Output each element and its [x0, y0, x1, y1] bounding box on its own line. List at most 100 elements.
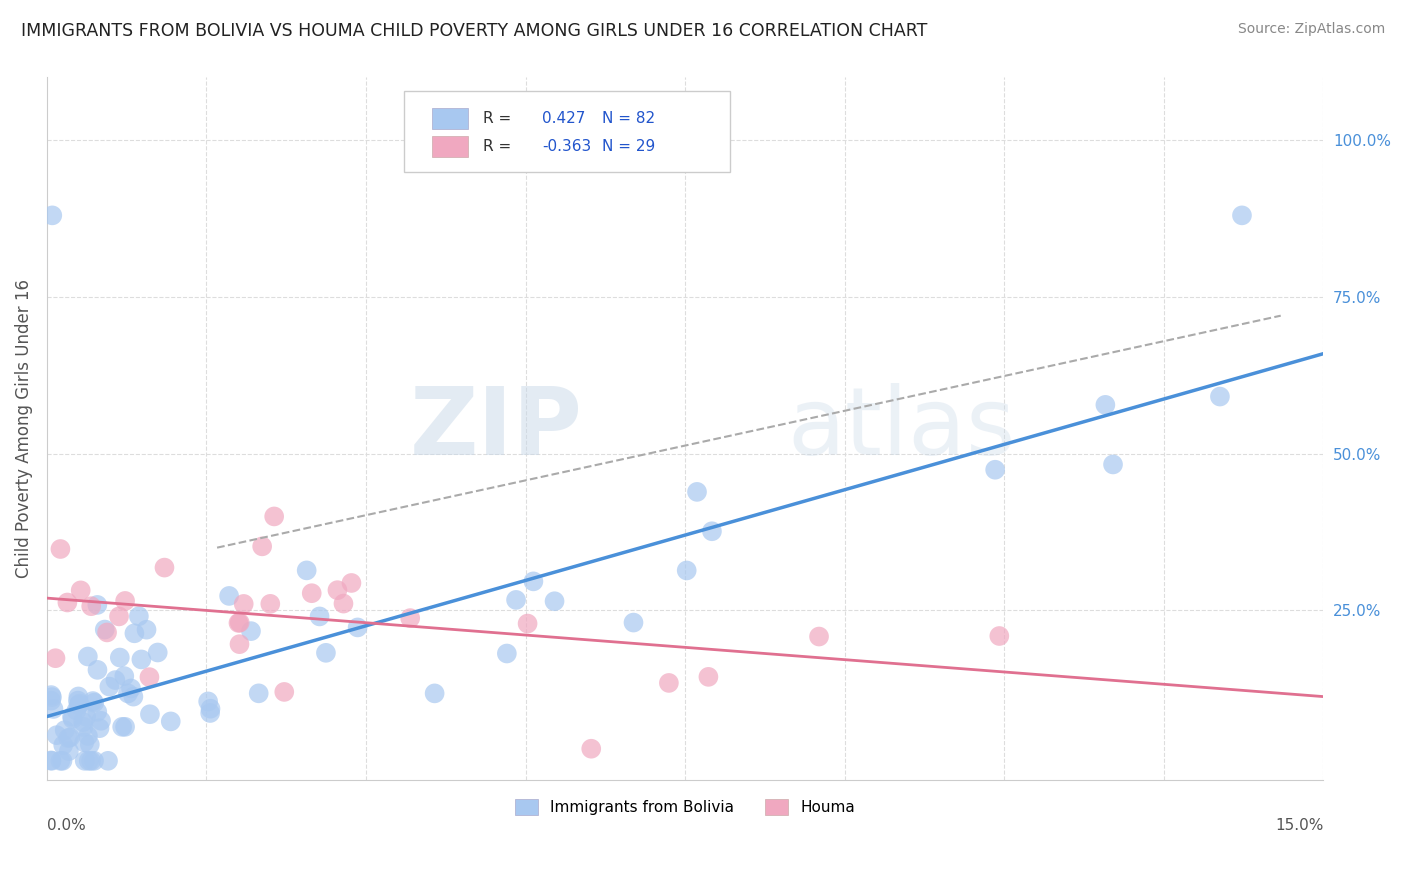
Point — [41, 208, 63, 222]
Point — [62, 712, 84, 726]
Point — [72, 720, 94, 734]
Point — [495, 647, 517, 661]
Point — [86, 663, 108, 677]
Point — [83, 696, 105, 710]
Point — [138, 670, 160, 684]
Point — [39, 688, 62, 702]
Text: 0.0%: 0.0% — [46, 818, 86, 833]
Point — [49, 541, 72, 556]
FancyBboxPatch shape — [433, 108, 468, 128]
Point — [581, 741, 603, 756]
Point — [53, 723, 76, 738]
Point — [240, 624, 263, 639]
Point — [159, 714, 181, 729]
Point — [700, 524, 723, 539]
Point — [104, 673, 127, 687]
Point — [83, 754, 105, 768]
Point — [197, 694, 219, 708]
Point — [988, 629, 1011, 643]
Point — [56, 731, 79, 745]
Point — [340, 576, 363, 591]
Point — [326, 583, 349, 598]
Point — [39, 694, 62, 708]
Point — [139, 707, 162, 722]
Point — [42, 702, 65, 716]
Point — [122, 690, 145, 704]
Point — [228, 615, 250, 630]
Point — [697, 670, 720, 684]
Text: R =: R = — [484, 139, 516, 153]
Point — [65, 703, 87, 717]
Point — [247, 686, 270, 700]
Point — [423, 686, 446, 700]
Point — [97, 754, 120, 768]
Point — [56, 595, 79, 609]
Point — [399, 611, 422, 625]
Point — [135, 623, 157, 637]
Point — [658, 676, 681, 690]
Point — [73, 754, 96, 768]
Point — [675, 564, 697, 578]
Point — [79, 738, 101, 752]
Point — [82, 694, 104, 708]
Point — [1094, 398, 1116, 412]
Point — [1230, 208, 1253, 222]
Text: ZIP: ZIP — [411, 383, 583, 475]
Legend: Immigrants from Bolivia, Houma: Immigrants from Bolivia, Houma — [509, 793, 860, 822]
Point — [984, 463, 1007, 477]
Text: IMMIGRANTS FROM BOLIVIA VS HOUMA CHILD POVERTY AMONG GIRLS UNDER 16 CORRELATION : IMMIGRANTS FROM BOLIVIA VS HOUMA CHILD P… — [21, 22, 928, 40]
Point — [86, 705, 108, 719]
Point — [250, 539, 273, 553]
Point — [108, 650, 131, 665]
Point — [80, 754, 103, 768]
Point — [308, 609, 330, 624]
Point — [200, 702, 222, 716]
Point — [89, 721, 111, 735]
Point — [44, 651, 66, 665]
Point — [69, 697, 91, 711]
Point — [114, 594, 136, 608]
Point — [49, 754, 72, 768]
Point — [77, 729, 100, 743]
Point — [1102, 458, 1125, 472]
Point — [73, 735, 96, 749]
Point — [686, 484, 709, 499]
FancyBboxPatch shape — [433, 136, 468, 157]
Point — [623, 615, 645, 630]
Point — [153, 560, 176, 574]
Point — [543, 594, 565, 608]
Point — [259, 597, 281, 611]
Point — [108, 609, 131, 624]
Point — [45, 728, 67, 742]
Point — [67, 698, 90, 712]
Point — [808, 630, 831, 644]
Point — [315, 646, 337, 660]
Point — [41, 754, 63, 768]
Text: -0.363: -0.363 — [543, 139, 592, 153]
Point — [228, 637, 250, 651]
Point — [522, 574, 544, 589]
Point — [111, 720, 134, 734]
Point — [86, 598, 108, 612]
Point — [51, 754, 73, 768]
Point — [505, 593, 527, 607]
Point — [60, 709, 83, 723]
Text: Source: ZipAtlas.com: Source: ZipAtlas.com — [1237, 22, 1385, 37]
Point — [41, 690, 63, 705]
Point — [39, 753, 62, 767]
Point — [77, 754, 100, 768]
FancyBboxPatch shape — [405, 92, 730, 172]
Point — [80, 599, 103, 614]
Point — [94, 623, 117, 637]
Y-axis label: Child Poverty Among Girls Under 16: Child Poverty Among Girls Under 16 — [15, 279, 32, 578]
Point — [124, 626, 146, 640]
Point — [96, 625, 118, 640]
Point — [120, 681, 142, 696]
Point — [228, 615, 250, 630]
Text: 15.0%: 15.0% — [1275, 818, 1323, 833]
Point — [198, 706, 221, 720]
Point — [90, 714, 112, 728]
Point — [146, 645, 169, 659]
Text: R =: R = — [484, 111, 516, 126]
Point — [66, 693, 89, 707]
